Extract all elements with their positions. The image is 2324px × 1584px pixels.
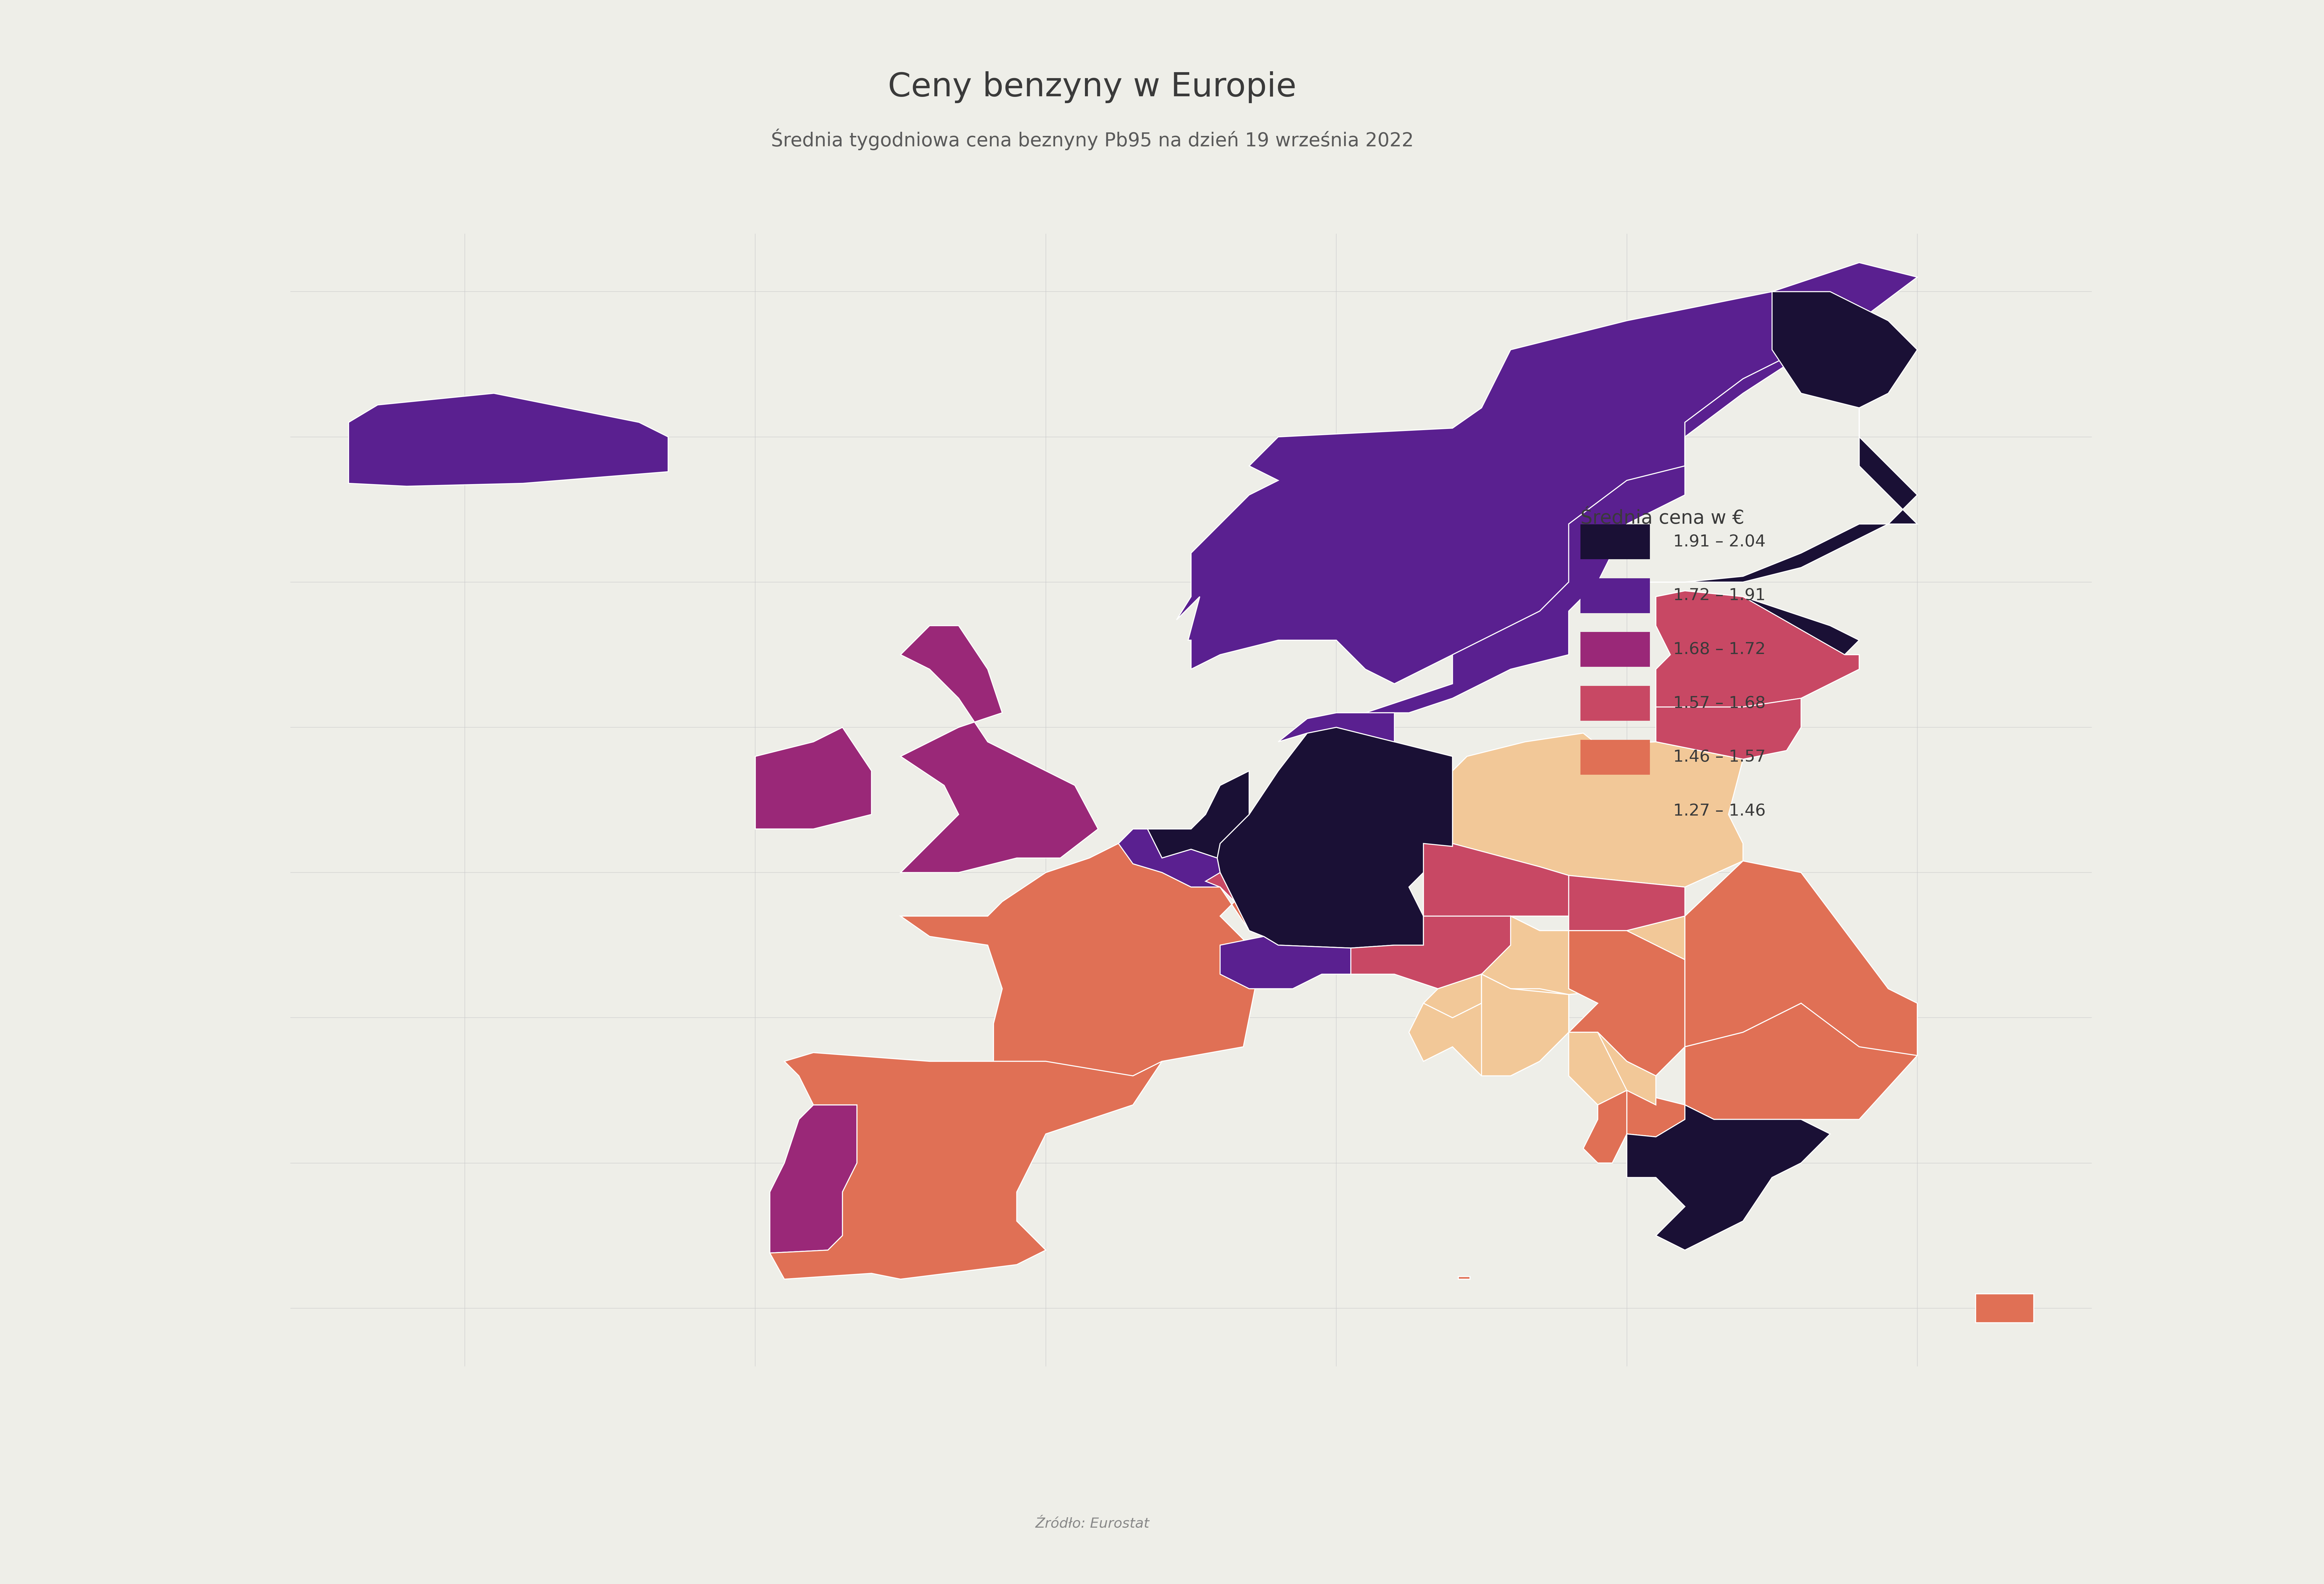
Polygon shape <box>1176 263 1917 684</box>
Polygon shape <box>1350 916 1569 988</box>
Polygon shape <box>755 727 871 828</box>
Polygon shape <box>1206 873 1234 901</box>
Polygon shape <box>1483 974 1569 1076</box>
Polygon shape <box>1483 916 1685 995</box>
Polygon shape <box>1627 291 1917 581</box>
Polygon shape <box>1685 862 1917 1061</box>
Polygon shape <box>1422 844 1569 916</box>
Polygon shape <box>1422 974 1483 1019</box>
Polygon shape <box>769 1106 858 1253</box>
Text: Źródło: Eurostat: Źródło: Eurostat <box>1034 1517 1150 1530</box>
Text: 1.91 – 2.04: 1.91 – 2.04 <box>1673 534 1766 550</box>
Polygon shape <box>349 393 669 486</box>
Polygon shape <box>899 844 1278 1076</box>
Polygon shape <box>1218 727 1452 949</box>
Polygon shape <box>899 626 1097 873</box>
Polygon shape <box>769 1053 1162 1280</box>
Polygon shape <box>1118 828 1234 901</box>
Text: 1.57 – 1.68: 1.57 – 1.68 <box>1673 695 1766 711</box>
Text: Średnia cena w €: Średnia cena w € <box>1580 508 1745 527</box>
Text: 1.46 – 1.57: 1.46 – 1.57 <box>1673 749 1766 765</box>
Polygon shape <box>1148 771 1250 859</box>
Polygon shape <box>1627 1090 1685 1137</box>
Polygon shape <box>1278 713 1394 741</box>
Text: 1.72 – 1.91: 1.72 – 1.91 <box>1673 588 1766 604</box>
Polygon shape <box>1655 591 1859 654</box>
Polygon shape <box>1569 876 1685 931</box>
Polygon shape <box>1627 1106 1831 1250</box>
Text: 1.27 – 1.46: 1.27 – 1.46 <box>1673 803 1766 819</box>
Polygon shape <box>1599 1033 1655 1106</box>
Text: Średnia tygodniowa cena beznyny Pb95 na dzień 19 września 2022: Średnia tygodniowa cena beznyny Pb95 na … <box>772 128 1413 150</box>
Polygon shape <box>1452 733 1743 887</box>
Text: Ceny benzyny w Europie: Ceny benzyny w Europie <box>888 71 1297 103</box>
Polygon shape <box>1655 699 1801 759</box>
Polygon shape <box>1569 1033 1627 1106</box>
Polygon shape <box>1569 931 1685 1076</box>
Polygon shape <box>1459 1277 1471 1280</box>
Text: 1.68 – 1.72: 1.68 – 1.72 <box>1673 642 1766 657</box>
Polygon shape <box>1975 1294 2033 1323</box>
Polygon shape <box>1685 1003 1917 1120</box>
Polygon shape <box>1367 320 1859 713</box>
Polygon shape <box>1583 1090 1627 1163</box>
Polygon shape <box>1220 936 1350 988</box>
Polygon shape <box>1408 974 1569 1076</box>
Polygon shape <box>1655 591 1859 706</box>
